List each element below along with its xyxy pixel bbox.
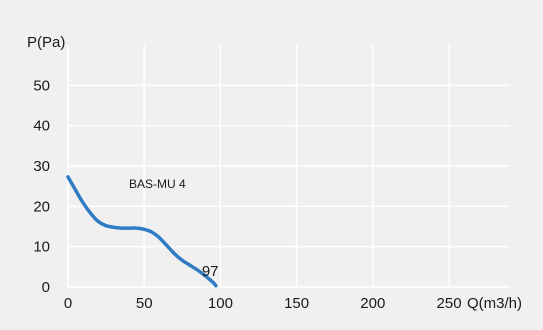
series-label: BAS-MU 4 — [129, 177, 186, 191]
x-tick-label: 250 — [437, 295, 462, 312]
x-axis-ticks: 0 50 100 150 200 250 — [64, 295, 462, 312]
y-axis-label: P(Pa) — [27, 34, 65, 51]
y-tick-label: 0 — [42, 279, 50, 296]
y-axis-ticks: 0 10 20 30 40 50 — [33, 77, 50, 296]
x-tick-label: 150 — [284, 295, 309, 312]
series-group: BAS-MU 4 — [66, 175, 218, 288]
annotations: 97 — [202, 263, 219, 280]
y-tick-label: 10 — [33, 239, 50, 256]
x-tick-label: 50 — [136, 295, 153, 312]
x-tick-label: 100 — [208, 295, 233, 312]
y-tick-label: 20 — [33, 198, 50, 215]
x-tick-label: 0 — [64, 295, 72, 312]
y-tick-label: 40 — [33, 118, 50, 135]
grid — [67, 45, 510, 288]
y-tick-label: 50 — [33, 77, 50, 94]
x-axis-label: Q(m3/h) — [467, 295, 522, 312]
point-annotation: 97 — [202, 263, 219, 280]
x-tick-label: 200 — [360, 295, 385, 312]
series-line — [66, 175, 218, 288]
y-tick-label: 30 — [33, 158, 50, 175]
